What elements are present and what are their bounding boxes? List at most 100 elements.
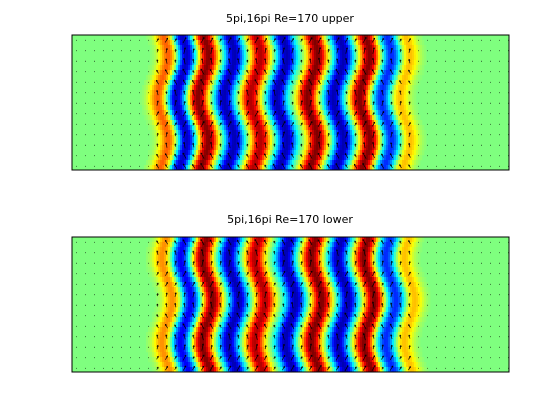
field-cell: [320, 115, 323, 121]
field-cell: [400, 40, 403, 46]
field-cell: [300, 75, 303, 81]
field-cell: [272, 70, 275, 76]
velocity-arrow-head: [336, 58, 339, 61]
field-cell: [402, 90, 405, 96]
field-cell: [408, 115, 411, 121]
field-cell: [366, 40, 369, 46]
field-cell: [370, 45, 373, 51]
field-cell: [332, 160, 335, 166]
field-cell: [154, 125, 157, 131]
field-cell: [208, 70, 211, 76]
field-cell: [174, 125, 177, 131]
field-cell: [154, 165, 157, 170]
field-cell: [284, 95, 287, 101]
field-cell: [148, 105, 151, 111]
field-cell: [276, 145, 279, 151]
field-cell: [160, 165, 163, 170]
field-cell: [404, 75, 407, 81]
field-cell: [296, 35, 299, 41]
field-cell: [324, 130, 327, 136]
field-cell: [364, 85, 367, 91]
field-cell: [358, 70, 361, 76]
field-cell: [334, 155, 337, 161]
field-cell: [222, 85, 225, 91]
field-cell: [234, 130, 237, 136]
field-cell: [338, 105, 341, 111]
field-cell: [374, 135, 377, 141]
field-cell: [370, 65, 373, 71]
field-cell: [378, 140, 381, 146]
field-cell: [230, 150, 233, 156]
field-cell: [416, 55, 419, 61]
field-cell: [380, 70, 383, 76]
field-cell: [276, 140, 279, 146]
field-cell: [294, 50, 297, 56]
field-cell: [324, 75, 327, 81]
field-cell: [150, 145, 153, 151]
velocity-arrow: [353, 79, 358, 85]
field-cell: [368, 120, 371, 126]
field-cell: [170, 80, 173, 86]
field-cell: [354, 50, 357, 56]
field-cell: [378, 165, 381, 170]
field-cell: [280, 95, 283, 101]
field-cell: [302, 125, 305, 131]
field-cell: [396, 140, 399, 146]
field-cell: [174, 155, 177, 161]
field-cell: [358, 90, 361, 96]
field-cell: [392, 140, 395, 146]
field-cell: [352, 70, 355, 76]
field-cell: [318, 95, 321, 101]
field-cell: [286, 65, 289, 71]
velocity-arrow: [228, 47, 231, 54]
field-cell: [400, 80, 403, 86]
field-cell: [154, 105, 157, 111]
velocity-arrow: [255, 58, 258, 65]
field-cell: [170, 70, 173, 76]
velocity-arrow-head: [281, 68, 284, 70]
field-cell: [316, 45, 319, 51]
field-cell: [422, 65, 425, 71]
field-cell: [270, 100, 273, 106]
field-cell: [298, 35, 301, 41]
field-cell: [172, 45, 175, 51]
field-cell: [302, 90, 305, 96]
field-cell: [380, 85, 383, 91]
field-cell: [416, 105, 419, 111]
field-cell: [194, 110, 197, 116]
field-cell: [300, 60, 303, 66]
field-cell: [150, 125, 153, 131]
field-cell: [358, 95, 361, 101]
field-cell: [294, 35, 297, 41]
field-cell: [314, 35, 317, 41]
field-cell: [222, 50, 225, 56]
velocity-arrow: [200, 152, 205, 159]
field-cell: [162, 135, 165, 141]
field-cell: [282, 115, 285, 121]
field-cell: [360, 165, 363, 170]
velocity-arrow-head: [345, 58, 348, 60]
field-cell: [200, 125, 203, 131]
field-cell: [168, 130, 171, 136]
field-cell: [150, 75, 153, 81]
field-cell: [182, 135, 185, 141]
field-cell: [168, 60, 171, 66]
field-cell: [152, 140, 155, 146]
field-cell: [362, 75, 365, 81]
field-cell: [276, 80, 279, 86]
field-cell: [276, 45, 279, 51]
field-cell: [384, 45, 387, 51]
field-cell: [270, 155, 273, 161]
field-cell: [188, 115, 191, 121]
field-cell: [222, 125, 225, 131]
field-cell: [158, 140, 161, 146]
velocity-arrow: [173, 163, 178, 169]
field-cell: [338, 150, 341, 156]
velocity-arrow-head: [273, 79, 275, 81]
field-cell: [412, 35, 415, 41]
field-cell: [360, 95, 363, 101]
field-cell: [206, 50, 209, 56]
field-cell: [338, 90, 341, 96]
field-cell: [186, 145, 189, 151]
velocity-arrow-head: [354, 89, 357, 92]
